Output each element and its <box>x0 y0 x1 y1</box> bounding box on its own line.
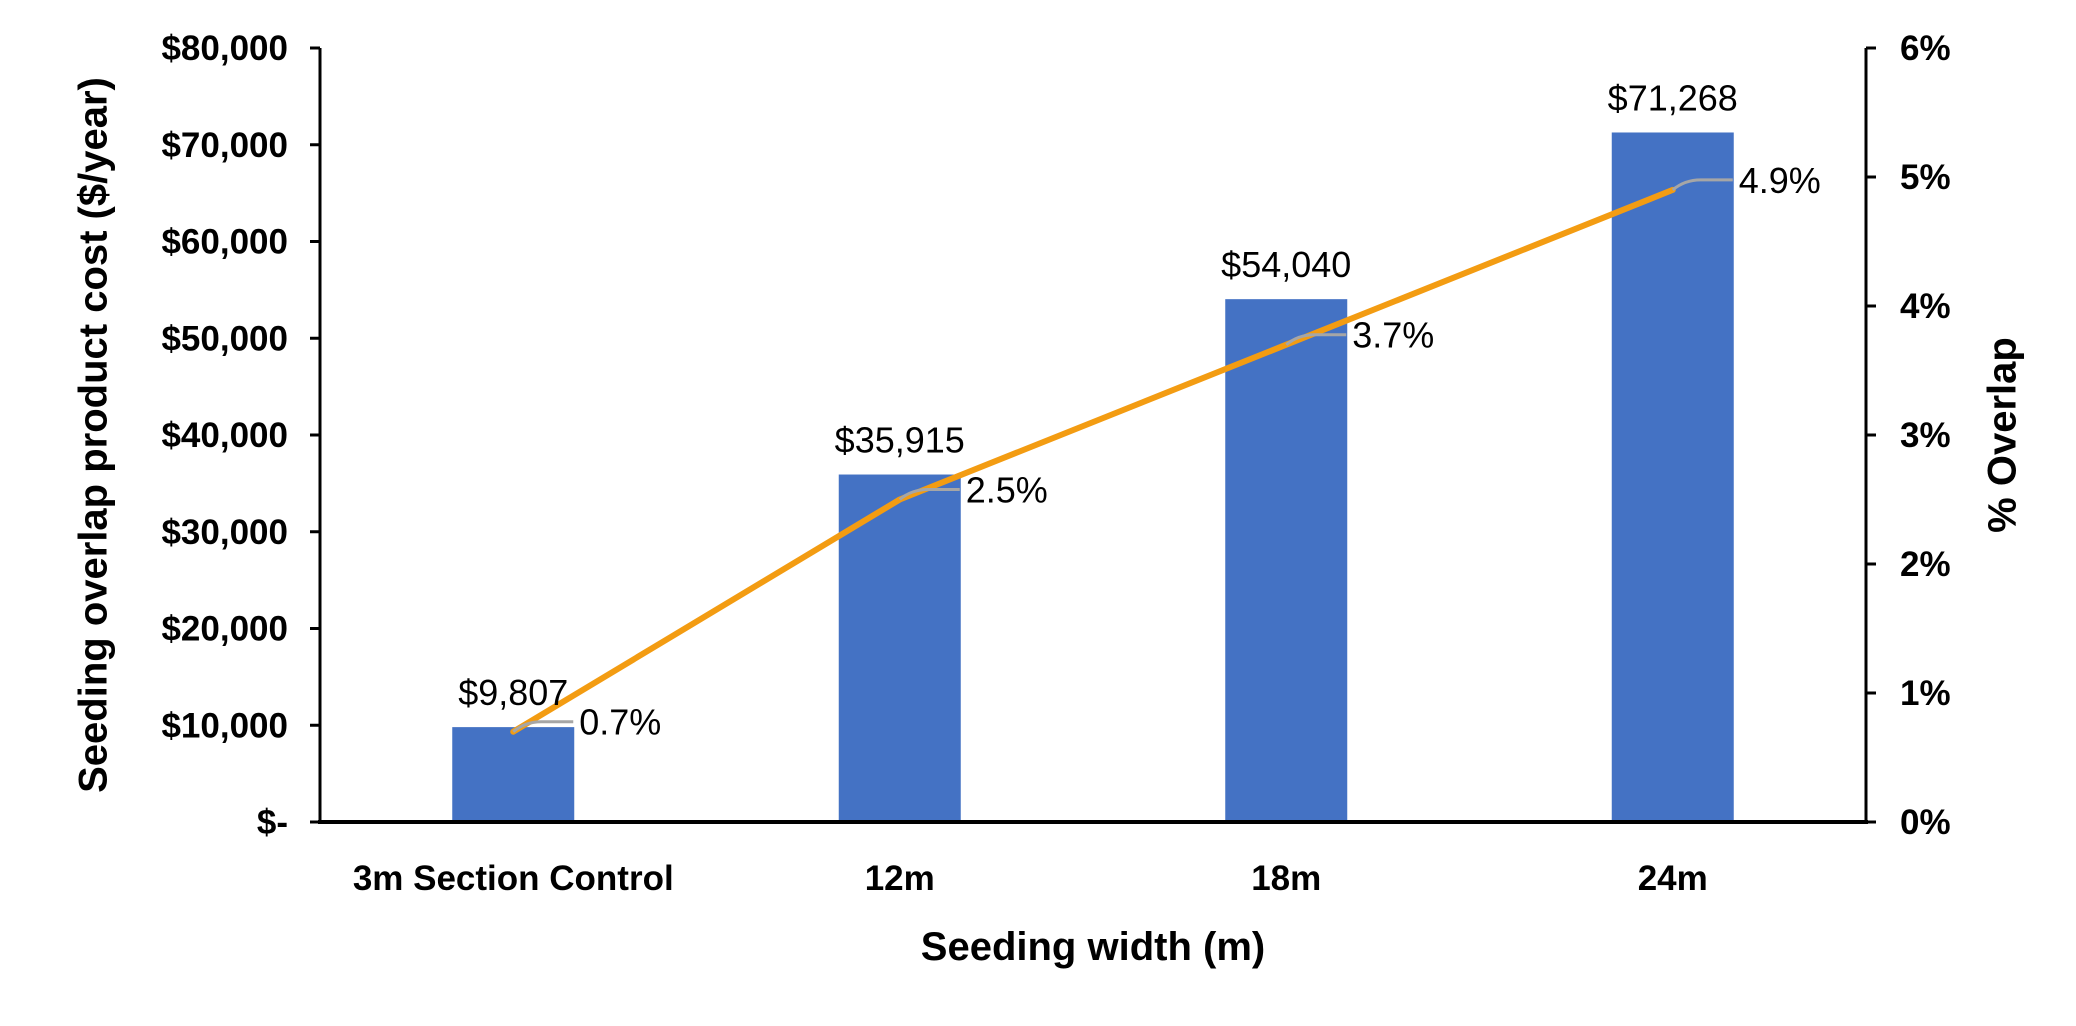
y-right-tick-label: 2% <box>1900 545 1951 584</box>
overlap-line <box>510 186 1676 735</box>
line-value-label: 3.7% <box>1352 315 1434 356</box>
x-tick-label: 24m <box>1638 859 1708 898</box>
y-axis-left-title: Seeding overlap product cost ($/year) <box>72 77 116 793</box>
bar-value-label: $71,268 <box>1608 77 1738 118</box>
bar-4 <box>1611 132 1734 822</box>
y-right-tick-label: 6% <box>1900 29 1951 68</box>
line-label-leader <box>1671 178 1733 192</box>
y-right-tick-label: 4% <box>1900 287 1951 326</box>
y-left-tick-label: $80,000 <box>161 29 288 68</box>
bar-value-label: $35,915 <box>835 420 965 461</box>
line-label-leader <box>1285 333 1347 346</box>
y-left-tick-label: $40,000 <box>161 416 288 455</box>
x-axis-title: Seeding width (m) <box>921 925 1265 969</box>
bars-layer <box>452 132 1734 823</box>
bar-1 <box>452 727 575 822</box>
y-right-tick-label: 0% <box>1900 803 1951 842</box>
line-label-leader <box>898 488 960 501</box>
x-tick-label: 12m <box>865 859 935 898</box>
y-axis-right-title: % Overlap <box>1981 337 2025 533</box>
y-left-tick-label: $60,000 <box>161 223 288 262</box>
line-value-label: 0.7% <box>579 702 661 743</box>
x-tick-label: 3m Section Control <box>353 859 674 898</box>
y-left-tick-label: $30,000 <box>161 513 288 552</box>
line-label-leader <box>512 720 574 733</box>
y-right-tick-label: 5% <box>1900 158 1951 197</box>
bar-2 <box>838 474 961 822</box>
y-left-tick-label: $50,000 <box>161 319 288 358</box>
y-left-tick-label: $10,000 <box>161 706 288 745</box>
y-right-tick-label: 3% <box>1900 416 1951 455</box>
line-value-label: 4.9% <box>1739 160 1821 201</box>
ticks-layer: $- $10,000 $20,000 $30,000 $40,000 $50,000 $60… <box>161 29 1950 898</box>
line-value-label: 2.5% <box>966 470 1048 511</box>
y-left-tick-label: $- <box>257 803 288 842</box>
bar-3 <box>1225 299 1348 823</box>
bar-value-label: $54,040 <box>1221 244 1351 285</box>
y-left-tick-label: $20,000 <box>161 610 288 649</box>
y-right-tick-label: 1% <box>1900 674 1951 713</box>
bar-value-label: $9,807 <box>458 672 568 713</box>
x-tick-label: 18m <box>1251 859 1321 898</box>
y-left-tick-label: $70,000 <box>161 126 288 165</box>
labels-layer: $9,807 $35,915 $54,040 $71,268 0.7% 2.5% 3.7% 4… <box>458 77 1821 742</box>
line-layer <box>510 186 1676 735</box>
